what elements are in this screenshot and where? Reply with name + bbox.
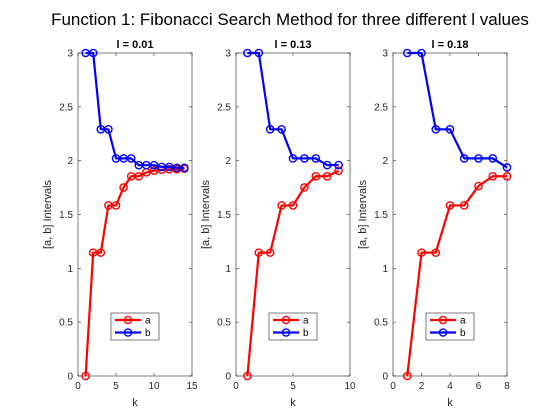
x-tick-label: 5 [113, 381, 119, 392]
legend-label: b [460, 328, 466, 339]
y-tick-label: 0 [67, 372, 73, 383]
x-tick-label: 4 [447, 381, 453, 392]
legend: ab [111, 313, 159, 340]
x-tick-label: 6 [476, 381, 482, 392]
y-tick-label: 0.5 [59, 318, 73, 329]
y-tick-label: 3 [67, 49, 73, 60]
legend-box [269, 313, 317, 340]
y-tick-label: 1.5 [374, 210, 388, 221]
y-tick-label: 2 [225, 156, 231, 167]
subplot-title: l = 0.13 [274, 39, 311, 51]
y-tick-label: 1.5 [217, 210, 231, 221]
x-tick-label: 10 [148, 381, 160, 392]
legend-box [426, 313, 474, 340]
legend: ab [269, 313, 317, 340]
y-tick-label: 0 [382, 372, 388, 383]
x-tick-label: 5 [290, 381, 296, 392]
x-axis-label: k [290, 397, 296, 409]
x-tick-label: 10 [344, 381, 356, 392]
y-tick-label: 3 [382, 49, 388, 60]
y-tick-label: 1 [67, 264, 73, 275]
x-tick-label: 0 [233, 381, 239, 392]
y-tick-label: 0.5 [374, 318, 388, 329]
legend: ab [426, 313, 474, 340]
y-tick-label: 2 [382, 156, 388, 167]
legend-label: b [303, 328, 309, 339]
legend-label: a [460, 316, 466, 327]
x-tick-label: 15 [186, 381, 198, 392]
x-axis-label: k [132, 397, 138, 409]
y-axis-label: [a, b] Intervals [200, 179, 212, 249]
legend-label: a [145, 316, 151, 327]
legend-label: a [303, 316, 309, 327]
x-tick-label: 8 [504, 381, 510, 392]
figure-title: Function 1: Fibonacci Search Method for … [51, 10, 529, 29]
legend-box [111, 313, 159, 340]
y-tick-label: 1 [382, 264, 388, 275]
x-axis-label: k [447, 397, 453, 409]
legend-label: b [145, 328, 151, 339]
y-tick-label: 2.5 [374, 102, 388, 113]
y-tick-label: 0.5 [217, 318, 231, 329]
subplot-title: l = 0.01 [116, 39, 153, 51]
y-tick-label: 2.5 [59, 102, 73, 113]
y-tick-label: 3 [225, 49, 231, 60]
x-tick-label: 2 [419, 381, 425, 392]
y-tick-label: 1.5 [59, 210, 73, 221]
y-tick-label: 2.5 [217, 102, 231, 113]
subplot-title: l = 0.18 [431, 39, 468, 51]
y-tick-label: 2 [67, 156, 73, 167]
x-tick-label: 0 [390, 381, 396, 392]
y-axis-label: [a, b] Intervals [357, 179, 369, 249]
y-axis-label: [a, b] Intervals [42, 179, 54, 249]
y-tick-label: 0 [225, 372, 231, 383]
x-tick-label: 0 [75, 381, 81, 392]
y-tick-label: 1 [225, 264, 231, 275]
